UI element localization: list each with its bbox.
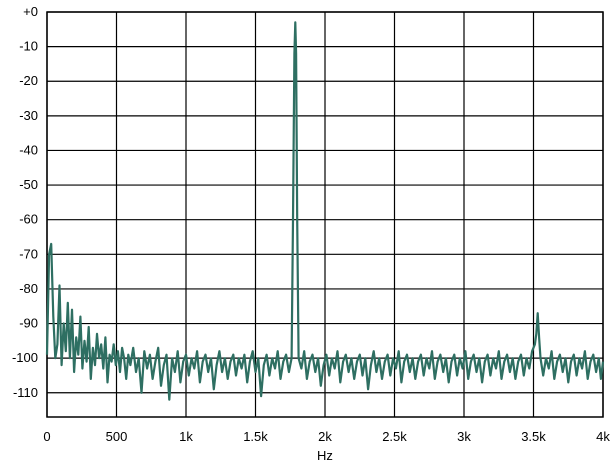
y-tick-label: -10: [19, 39, 38, 54]
plot-border: [46, 11, 604, 418]
x-tick-label: 2k: [318, 429, 332, 444]
x-tick-label: 4k: [596, 429, 610, 444]
x-tick-label: 0: [43, 429, 50, 444]
y-tick-label: -40: [19, 142, 38, 157]
series-line-1: [45, 21, 605, 401]
x-tick-label: 1.5k: [243, 429, 268, 444]
y-tick-label: -110: [13, 385, 38, 400]
y-tick-label: -70: [19, 246, 38, 261]
chart-grid: [46, 11, 604, 417]
y-tick-label: -60: [19, 212, 38, 227]
x-tick-label: 2.5k: [382, 429, 407, 444]
x-axis-label: Hz: [317, 448, 333, 463]
y-tick-label: -100: [12, 350, 38, 365]
x-tick-labels: 0 500 1k 1.5k 2k 2.5k 3k 3.5k 4k: [43, 429, 610, 444]
x-tick-label: 3k: [457, 429, 471, 444]
y-tick-label: -90: [19, 316, 38, 331]
plot-frame: [46, 11, 604, 418]
x-tick-label: 500: [106, 429, 128, 444]
y-tick-label: +0: [23, 4, 38, 19]
y-tick-label: -80: [19, 281, 38, 296]
y-tick-labels: +0 -10 -20 -30 -40 -50 -60 -70 -80 -90 -100 -110: [12, 4, 38, 400]
y-tick-label: -50: [19, 177, 38, 192]
x-tick-label: 1k: [179, 429, 193, 444]
x-tick-label: 3.5k: [521, 429, 546, 444]
y-tick-label: -30: [19, 108, 38, 123]
series-layer: [45, 21, 605, 401]
y-tick-label: -20: [19, 73, 38, 88]
